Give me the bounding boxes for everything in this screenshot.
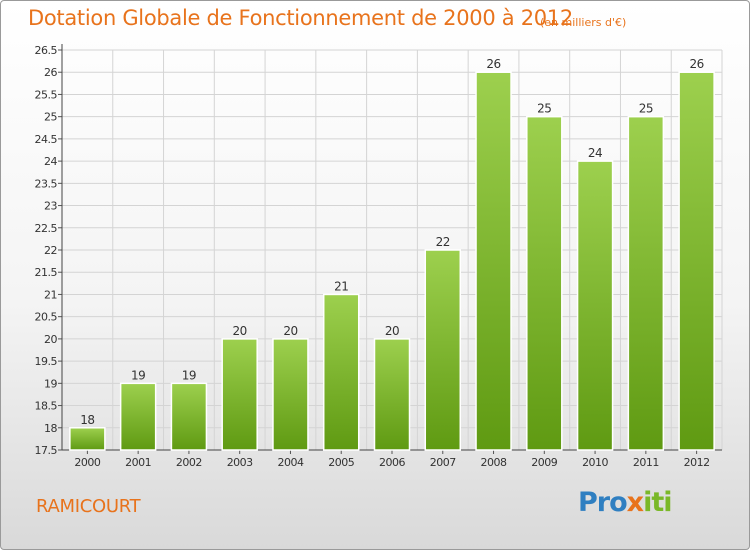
value-label-2005: 21 xyxy=(334,279,348,293)
y-tick-label: 26.5 xyxy=(35,44,58,57)
bar-2003 xyxy=(221,338,258,451)
y-tick-label: 20.5 xyxy=(35,311,58,324)
value-label-2003: 20 xyxy=(233,324,247,338)
y-tick-label: 24.5 xyxy=(35,133,58,146)
bar-2006 xyxy=(373,338,411,451)
y-tick-label: 18 xyxy=(44,422,57,435)
bar-2005 xyxy=(322,293,360,451)
bars xyxy=(69,71,715,451)
y-tick-label: 21 xyxy=(44,288,57,301)
x-tick-label-2012: 2012 xyxy=(684,456,710,469)
bar-2010 xyxy=(576,160,614,451)
value-label-2008: 26 xyxy=(486,57,500,71)
bar-2011 xyxy=(627,115,665,451)
x-tick-label-2004: 2004 xyxy=(277,456,303,469)
bar-2001 xyxy=(119,382,157,451)
y-tick-label: 21.5 xyxy=(35,266,58,279)
x-tick-label-2008: 2008 xyxy=(481,456,507,469)
y-tick-label: 24 xyxy=(44,155,57,168)
bar-2009 xyxy=(526,115,563,451)
y-tick-label: 25 xyxy=(44,111,57,124)
proxiti-logo[interactable]: Proxiti xyxy=(578,487,673,518)
logo-part-x: x xyxy=(626,487,644,518)
chart-subtitle: (en milliers d'€) xyxy=(540,16,627,29)
x-tick-label-2002: 2002 xyxy=(176,456,202,469)
y-tick-label: 22 xyxy=(44,244,57,257)
y-tick-label: 18.5 xyxy=(35,400,58,413)
value-label-2004: 20 xyxy=(283,324,297,338)
value-label-2011: 25 xyxy=(639,102,653,116)
logo-part-iti: iti xyxy=(643,487,672,518)
y-tick-label: 22.5 xyxy=(35,222,58,235)
x-tick-label-2003: 2003 xyxy=(227,456,253,469)
value-label-2007: 22 xyxy=(436,235,450,249)
y-tick-label: 19 xyxy=(44,377,57,390)
labels: 17.5 18 18.5 19 19.5 20 20.5 21 21.5 22 22.5 23 23.5… xyxy=(35,44,711,469)
y-tick-label: 26 xyxy=(44,66,57,79)
y-tick-label: 23 xyxy=(44,200,57,213)
bar-2007 xyxy=(424,249,462,451)
bar-2004 xyxy=(272,338,309,451)
place-name: RAMICOURT xyxy=(36,496,141,517)
x-tick-label-2011: 2011 xyxy=(633,456,659,469)
y-tick-label: 23.5 xyxy=(35,177,58,190)
x-tick-label-2010: 2010 xyxy=(582,456,608,469)
bar-2002 xyxy=(170,382,208,451)
value-label-2012: 26 xyxy=(689,57,703,71)
value-label-2010: 24 xyxy=(588,146,602,160)
x-tick-label-2007: 2007 xyxy=(430,456,456,469)
bar-2008 xyxy=(475,71,512,451)
value-label-2006: 20 xyxy=(385,324,399,338)
logo-part-pro: Pro xyxy=(578,487,628,518)
x-tick-label-2006: 2006 xyxy=(379,456,405,469)
x-tick-label-2001: 2001 xyxy=(125,456,151,469)
value-label-2002: 19 xyxy=(182,368,196,382)
y-tick-label: 20 xyxy=(44,333,57,346)
bar-2012 xyxy=(678,71,715,451)
x-tick-label-2005: 2005 xyxy=(328,456,354,469)
y-tick-label: 25.5 xyxy=(35,88,58,101)
value-label-2000: 18 xyxy=(80,413,94,427)
x-tick-label-2009: 2009 xyxy=(531,456,557,469)
bar-2000 xyxy=(69,427,106,451)
y-tick-label: 19.5 xyxy=(35,355,58,368)
x-tick-label-2000: 2000 xyxy=(74,456,100,469)
value-label-2009: 25 xyxy=(537,102,551,116)
chart-title: Dotation Globale de Fonctionnement de 20… xyxy=(28,6,573,30)
y-tick-label: 17.5 xyxy=(35,444,58,457)
value-label-2001: 19 xyxy=(131,368,145,382)
